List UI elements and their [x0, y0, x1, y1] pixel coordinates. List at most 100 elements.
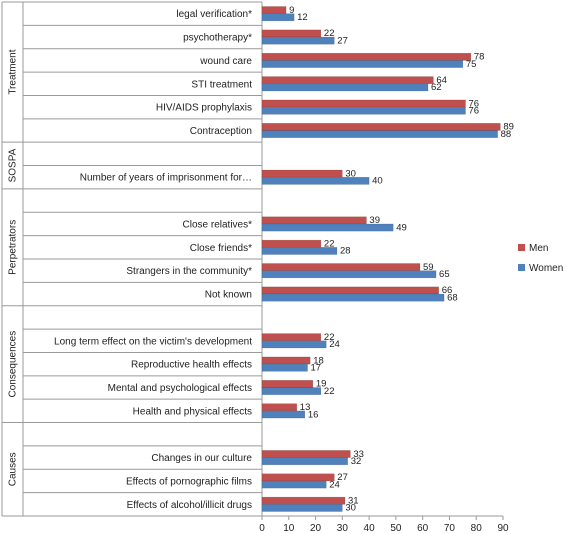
data-label-women: 30 — [345, 503, 356, 514]
bar-men — [261, 216, 367, 225]
data-label-women: 27 — [337, 35, 348, 46]
category-label: Effects of pornographic films — [126, 476, 252, 487]
category-label: Changes in our culture — [151, 453, 252, 464]
x-tick-label: 80 — [471, 523, 483, 534]
data-label-women: 88 — [501, 129, 512, 140]
x-tick-label: 50 — [390, 523, 402, 534]
legend-swatch-women — [518, 264, 525, 271]
group-label-causes: Causes — [8, 452, 19, 486]
data-label-men: 78 — [474, 52, 485, 63]
x-tick-label: 60 — [417, 523, 429, 534]
data-label-men: 76 — [469, 98, 480, 109]
bar-men — [261, 473, 335, 482]
data-label-women: 62 — [431, 82, 442, 93]
bar-men — [261, 356, 311, 365]
data-label-women: 24 — [329, 479, 340, 490]
legend-swatch-men — [518, 244, 525, 251]
group-label-consequences: Consequences — [8, 331, 19, 398]
bar-women — [261, 340, 327, 349]
category-label: Strangers in the community* — [126, 266, 252, 277]
category-label: HIV/AIDS prophylaxis — [156, 103, 252, 114]
bar-men — [261, 450, 351, 458]
bar-women — [261, 83, 429, 92]
data-label-women: 16 — [308, 409, 319, 420]
data-label-men: 19 — [316, 379, 327, 390]
bar-women — [261, 410, 306, 419]
bar-women — [261, 106, 466, 115]
bar-men — [261, 76, 434, 85]
x-tick-label: 0 — [259, 523, 265, 534]
bar-men — [261, 403, 298, 412]
x-tick-label: 30 — [337, 523, 349, 534]
category-label: Number of years of imprisonment for… — [80, 173, 252, 184]
bar-men — [261, 239, 322, 248]
legend-label-women: Women — [529, 263, 563, 274]
group-label-perpetrators: Perpetrators — [8, 220, 19, 275]
data-label-men: 39 — [369, 215, 380, 226]
bar-women — [261, 36, 335, 45]
category-label: STI treatment — [191, 79, 252, 90]
data-label-women: 75 — [466, 59, 477, 70]
bar-women — [261, 270, 437, 279]
x-tick-label: 10 — [283, 523, 295, 534]
group-label-treatment: Treatment — [8, 49, 19, 94]
bar-women — [261, 387, 322, 395]
category-label: Effects of alcohol/illicit drugs — [127, 500, 252, 511]
data-label-women: 12 — [297, 12, 308, 23]
bar-men — [261, 263, 421, 271]
category-label: psychotherapy* — [183, 33, 252, 44]
bar-women — [261, 457, 348, 466]
data-label-men: 22 — [324, 28, 335, 39]
data-label-women: 40 — [372, 176, 383, 187]
group-label-sospa: SOSPA — [8, 148, 19, 182]
bar-women — [261, 480, 327, 489]
bar-women — [261, 60, 464, 68]
data-label-women: 17 — [311, 363, 322, 374]
data-label-men: 9 — [289, 5, 294, 16]
x-tick-label: 70 — [444, 523, 456, 534]
bar-men — [261, 286, 440, 295]
data-label-women: 32 — [351, 456, 362, 467]
data-label-women: 24 — [329, 339, 340, 350]
data-label-women: 65 — [439, 269, 450, 280]
category-label: Close friends* — [190, 243, 252, 254]
data-label-men: 18 — [313, 355, 324, 366]
category-label: Close relatives* — [183, 219, 253, 230]
category-label: Mental and psychological effects — [108, 383, 252, 394]
bar-men — [261, 169, 343, 178]
bar-women — [261, 223, 394, 232]
data-label-women: 76 — [469, 106, 480, 117]
data-label-women: 49 — [396, 222, 407, 233]
bar-women — [261, 176, 370, 185]
bar-men — [261, 6, 287, 14]
bar-women — [261, 504, 343, 512]
data-label-men: 22 — [324, 332, 335, 343]
data-label-men: 30 — [345, 168, 356, 179]
category-label: legal verification* — [176, 9, 252, 20]
data-label-men: 33 — [353, 449, 364, 460]
bar-men — [261, 333, 322, 342]
bar-women — [261, 247, 338, 255]
bar-women — [261, 293, 445, 302]
data-label-women: 22 — [324, 386, 335, 397]
bar-men — [261, 99, 466, 108]
category-label: wound care — [199, 56, 252, 67]
bar-men — [261, 496, 346, 505]
legend-label-men: Men — [529, 243, 548, 254]
bar-men — [261, 379, 314, 388]
x-tick-label: 90 — [497, 523, 509, 534]
data-label-men: 59 — [423, 262, 434, 273]
category-label: Not known — [205, 290, 252, 301]
data-label-women: 28 — [340, 246, 351, 257]
category-label: Health and physical effects — [133, 406, 252, 417]
data-label-men: 66 — [442, 285, 453, 296]
category-label: Contraception — [190, 126, 252, 137]
data-label-men: 89 — [503, 122, 514, 133]
bar-men — [261, 123, 501, 131]
data-label-men: 13 — [300, 402, 311, 413]
x-tick-label: 20 — [310, 523, 322, 534]
data-label-men: 22 — [324, 239, 335, 250]
category-label: Long term effect on the victim's develop… — [54, 336, 252, 347]
x-tick-label: 40 — [364, 523, 376, 534]
